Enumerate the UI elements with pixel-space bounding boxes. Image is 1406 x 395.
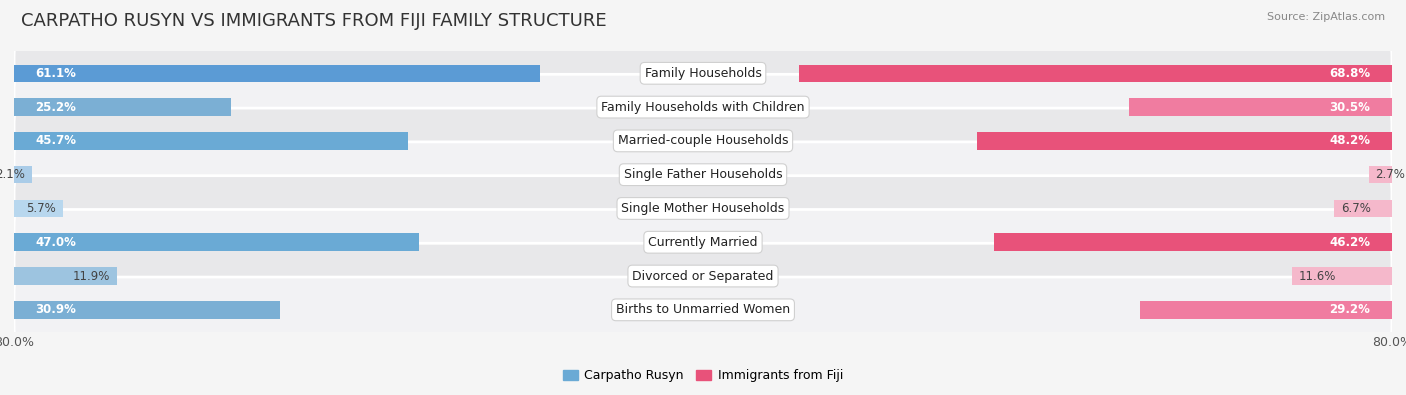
Text: Single Father Households: Single Father Households <box>624 168 782 181</box>
Text: Divorced or Separated: Divorced or Separated <box>633 269 773 282</box>
Legend: Carpatho Rusyn, Immigrants from Fiji: Carpatho Rusyn, Immigrants from Fiji <box>558 364 848 387</box>
FancyBboxPatch shape <box>14 243 1392 309</box>
FancyBboxPatch shape <box>14 209 1392 275</box>
Text: 5.7%: 5.7% <box>27 202 56 215</box>
Bar <box>977 132 1392 150</box>
Text: 25.2%: 25.2% <box>35 101 76 114</box>
Text: 2.1%: 2.1% <box>0 168 25 181</box>
Bar <box>1140 301 1392 319</box>
Text: CARPATHO RUSYN VS IMMIGRANTS FROM FIJI FAMILY STRUCTURE: CARPATHO RUSYN VS IMMIGRANTS FROM FIJI F… <box>21 12 607 30</box>
Bar <box>14 267 117 285</box>
Text: 2.7%: 2.7% <box>1375 168 1406 181</box>
Bar <box>994 233 1392 251</box>
Bar <box>14 132 408 150</box>
Text: 45.7%: 45.7% <box>35 134 76 147</box>
Bar <box>1129 98 1392 116</box>
Text: 11.6%: 11.6% <box>1299 269 1336 282</box>
Bar <box>14 64 540 82</box>
Text: 6.7%: 6.7% <box>1341 202 1371 215</box>
Bar <box>14 301 280 319</box>
Text: 30.5%: 30.5% <box>1330 101 1371 114</box>
FancyBboxPatch shape <box>14 74 1392 140</box>
Text: Single Mother Households: Single Mother Households <box>621 202 785 215</box>
Text: 48.2%: 48.2% <box>1330 134 1371 147</box>
FancyBboxPatch shape <box>14 176 1392 241</box>
FancyBboxPatch shape <box>14 108 1392 174</box>
Bar <box>800 64 1392 82</box>
Text: 47.0%: 47.0% <box>35 236 76 249</box>
Bar <box>1368 166 1392 183</box>
Text: Family Households with Children: Family Households with Children <box>602 101 804 114</box>
Bar <box>14 166 32 183</box>
Text: 61.1%: 61.1% <box>35 67 76 80</box>
Text: Currently Married: Currently Married <box>648 236 758 249</box>
Text: Family Households: Family Households <box>644 67 762 80</box>
Text: Births to Unmarried Women: Births to Unmarried Women <box>616 303 790 316</box>
Text: 46.2%: 46.2% <box>1330 236 1371 249</box>
Bar <box>1334 200 1392 217</box>
Bar <box>1292 267 1392 285</box>
Bar <box>14 200 63 217</box>
Bar <box>14 233 419 251</box>
FancyBboxPatch shape <box>14 277 1392 342</box>
FancyBboxPatch shape <box>14 142 1392 207</box>
Bar <box>14 98 231 116</box>
Text: 29.2%: 29.2% <box>1330 303 1371 316</box>
Text: 11.9%: 11.9% <box>72 269 110 282</box>
Text: 68.8%: 68.8% <box>1329 67 1371 80</box>
FancyBboxPatch shape <box>14 41 1392 106</box>
Text: Married-couple Households: Married-couple Households <box>617 134 789 147</box>
Text: 30.9%: 30.9% <box>35 303 76 316</box>
Text: Source: ZipAtlas.com: Source: ZipAtlas.com <box>1267 12 1385 22</box>
